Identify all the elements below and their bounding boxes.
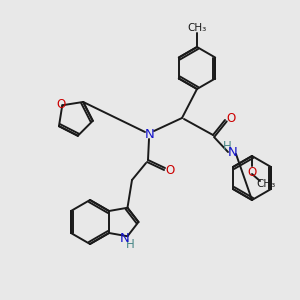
Text: O: O [248,166,256,178]
Text: N: N [120,232,129,245]
Text: O: O [165,164,175,178]
Text: CH₃: CH₃ [256,179,276,189]
Text: CH₃: CH₃ [188,23,207,33]
Text: N: N [145,128,155,140]
Text: N: N [228,146,238,160]
Text: H: H [126,238,135,251]
Text: O: O [57,98,66,111]
Text: H: H [223,140,231,152]
Text: O: O [226,112,236,124]
